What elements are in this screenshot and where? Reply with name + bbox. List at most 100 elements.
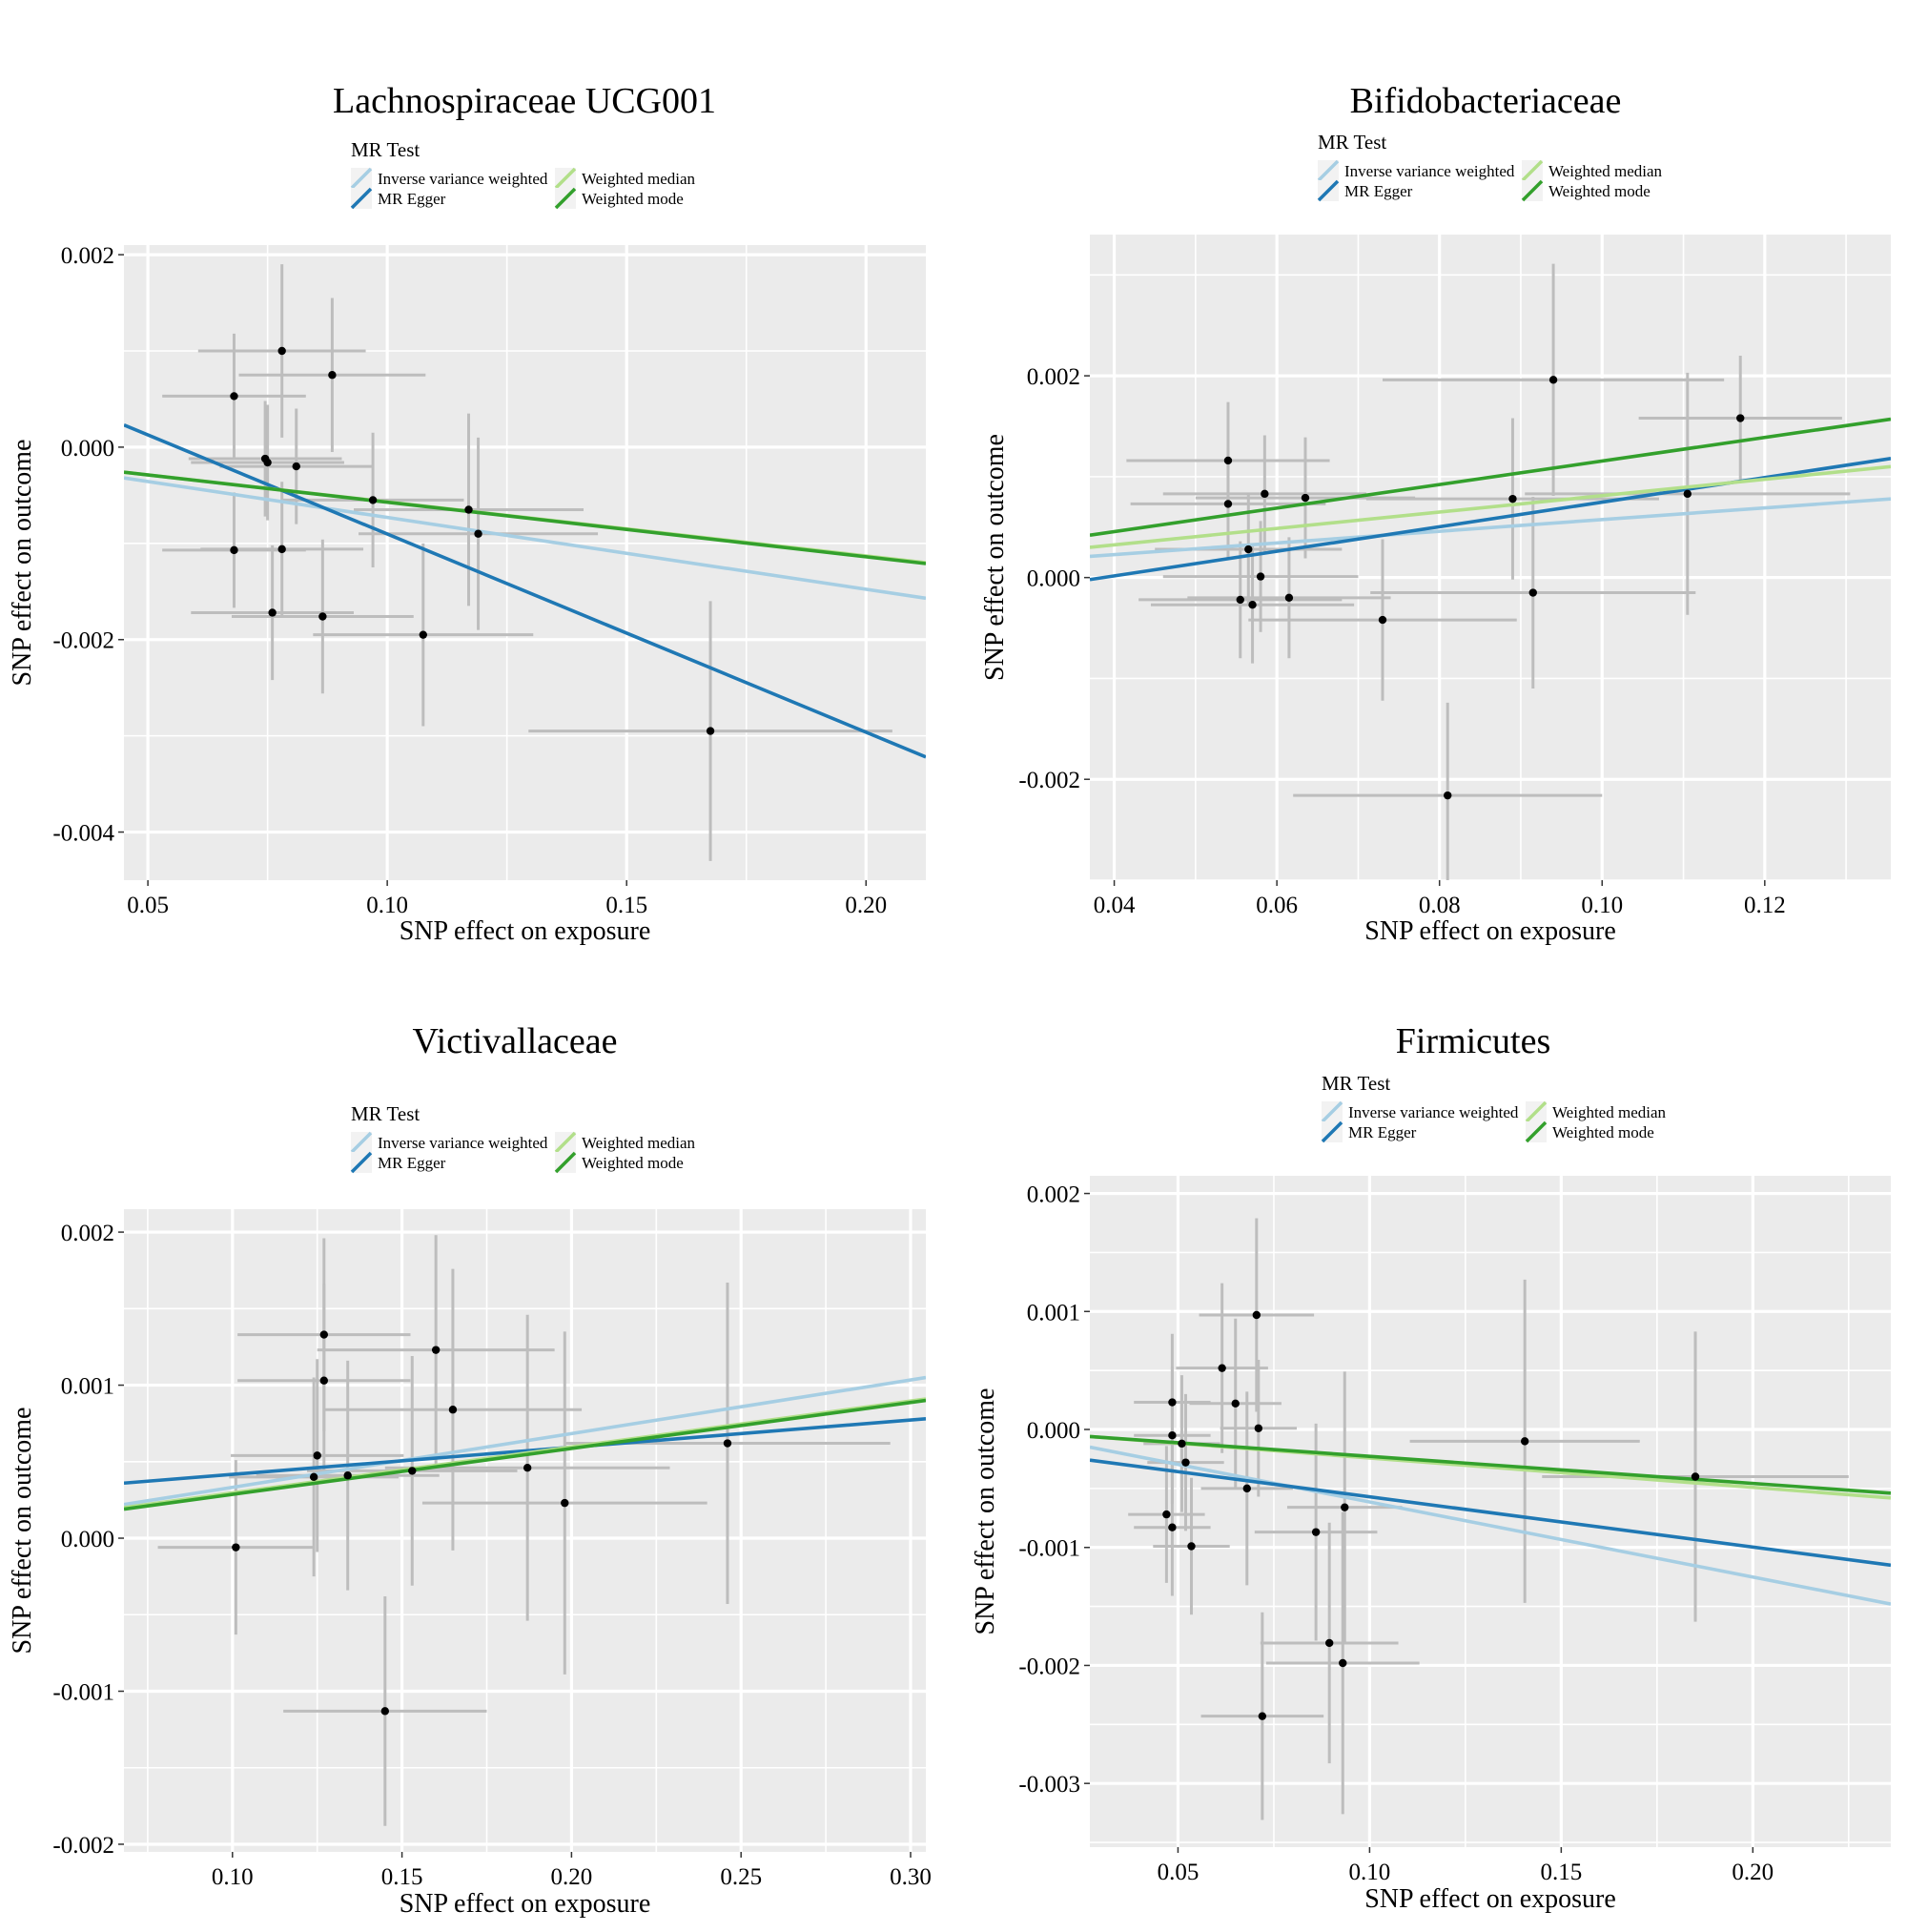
y-tick-label: 0.000 (61, 436, 114, 462)
line-wmode (124, 1398, 926, 1511)
x-axis-title: SNP effect on exposure (1364, 916, 1616, 946)
legend-key-egger (1321, 1120, 1343, 1143)
x-tick-label: 0.30 (890, 1864, 932, 1890)
panel-title: Lachnospiraceae UCG001 (333, 81, 716, 121)
y-tick-label: 0.001 (61, 1374, 114, 1400)
data-point (723, 1439, 732, 1448)
data-point (408, 1467, 417, 1475)
x-tick-label: 0.15 (381, 1864, 423, 1890)
legend-label-egger: MR Egger (378, 190, 446, 208)
data-point (318, 612, 327, 621)
data-point (1520, 1437, 1529, 1446)
data-point (1168, 1523, 1177, 1531)
legend-label-wmedian: Weighted median (1552, 1103, 1667, 1121)
legend-title: MR Test (1322, 1072, 1390, 1095)
x-tick-label: 0.20 (845, 893, 887, 918)
data-point (1231, 1399, 1240, 1408)
legend-key-ivw (1321, 1100, 1343, 1123)
x-tick-label: 0.20 (1732, 1860, 1774, 1885)
data-point (1178, 1439, 1186, 1449)
data-point (474, 529, 482, 538)
data-point (1691, 1472, 1700, 1481)
legend-key-egger (350, 187, 373, 210)
y-tick-label: 0.001 (1027, 1300, 1080, 1326)
data-point (448, 1406, 458, 1414)
data-point (313, 1451, 321, 1460)
line-ivw (124, 1375, 926, 1507)
y-tick-label: 0.002 (61, 243, 114, 269)
panel-title: Firmicutes (1396, 1021, 1551, 1061)
line-egger (124, 1417, 926, 1486)
legend-label-wmode: Weighted mode (1548, 182, 1651, 200)
data-point (232, 1543, 240, 1552)
x-tick-label: 0.08 (1419, 893, 1461, 918)
y-tick-label: -0.002 (52, 1833, 114, 1859)
y-axis-title: SNP effect on outcome (8, 1408, 37, 1655)
data-point (1341, 1503, 1349, 1511)
axes: 0.10 0.15 0.20 0.25 0.30 0.002 0.001 0.000 -0.00… (52, 1221, 931, 1890)
data-point (268, 608, 277, 617)
y-axis-title: SNP effect on outcome (971, 1388, 1000, 1635)
data-point (1324, 1638, 1334, 1648)
panel-title: Victivallaceae (412, 1021, 617, 1061)
legend-label-egger: MR Egger (378, 1154, 446, 1172)
legend-label-wmedian: Weighted median (582, 170, 696, 188)
axes: 0.04 0.06 0.08 0.10 0.12 0.002 0.000 -0.002 (1018, 364, 1785, 918)
y-tick-label: 0.000 (1027, 1418, 1080, 1444)
data-point (230, 545, 238, 555)
data-point (1736, 414, 1745, 422)
legend-label-egger: MR Egger (1344, 182, 1413, 200)
x-tick-label: 0.15 (605, 893, 647, 918)
data-point (1181, 1458, 1190, 1467)
regression-lines (124, 423, 926, 759)
x-tick-label: 0.20 (551, 1864, 593, 1890)
y-tick-label: 0.000 (1027, 566, 1080, 592)
data-point (1223, 500, 1233, 508)
x-tick-label: 0.25 (720, 1864, 762, 1890)
legend-label-ivw: Inverse variance weighted (1348, 1103, 1519, 1121)
x-tick-label: 0.15 (1540, 1860, 1582, 1885)
data-point (1284, 593, 1294, 603)
y-tick-label: -0.002 (52, 628, 114, 654)
data-point (309, 1472, 318, 1482)
regression-lines (1090, 417, 1891, 582)
plot-background (1090, 235, 1891, 880)
data-point (328, 371, 337, 380)
data-point (1311, 1528, 1321, 1536)
data-point (1256, 572, 1265, 581)
data-point (1528, 588, 1537, 597)
y-tick-label: -0.003 (1018, 1772, 1080, 1798)
legend-label-wmedian: Weighted median (1548, 162, 1663, 180)
data-point (319, 1330, 329, 1339)
data-points (1162, 1310, 1700, 1720)
y-tick-label: 0.002 (61, 1221, 114, 1246)
y-tick-label: -0.002 (1018, 768, 1080, 793)
data-point (1248, 601, 1257, 609)
x-tick-label: 0.06 (1256, 893, 1298, 918)
legend-key-wmedian (1525, 1100, 1548, 1123)
data-points (232, 1330, 732, 1716)
gridlines (124, 245, 926, 880)
data-point (1218, 1364, 1226, 1372)
legend-key-wmode (554, 1151, 577, 1174)
legend-title: MR Test (351, 1102, 420, 1125)
legend-key-ivw (1317, 159, 1340, 182)
data-point (523, 1464, 532, 1472)
x-tick-label: 0.05 (127, 893, 169, 918)
regression-lines (1090, 1434, 1891, 1606)
x-tick-label: 0.05 (1158, 1860, 1200, 1885)
legend-title: MR Test (351, 138, 420, 161)
legend-label-wmode: Weighted mode (582, 190, 684, 208)
legend-key-wmode (1521, 179, 1544, 202)
y-tick-label: 0.002 (1027, 364, 1080, 390)
y-tick-label: 0.002 (1027, 1182, 1080, 1208)
y-tick-label: 0.000 (61, 1527, 114, 1552)
x-axis-title: SNP effect on exposure (1364, 1884, 1616, 1914)
data-point (1254, 1424, 1263, 1432)
data-point (292, 462, 300, 471)
x-axis-title: SNP effect on exposure (400, 916, 651, 946)
data-point (431, 1346, 441, 1354)
data-point (380, 1707, 390, 1716)
x-tick-label: 0.12 (1744, 893, 1786, 918)
gridlines (124, 1209, 926, 1852)
